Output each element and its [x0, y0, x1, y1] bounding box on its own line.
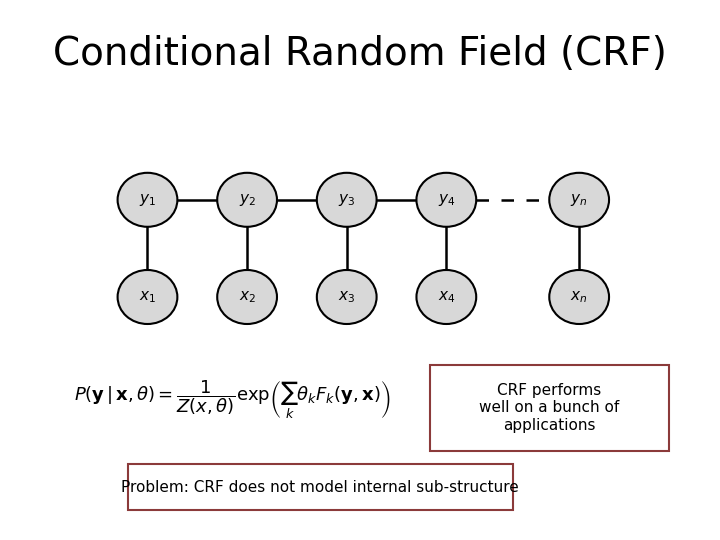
Ellipse shape	[217, 270, 277, 324]
Text: $y_{3}$: $y_{3}$	[338, 192, 356, 208]
Ellipse shape	[549, 270, 609, 324]
Text: $x_{n}$: $x_{n}$	[570, 289, 588, 305]
Text: Conditional Random Field (CRF): Conditional Random Field (CRF)	[53, 35, 667, 73]
FancyBboxPatch shape	[127, 464, 513, 510]
Text: $x_{2}$: $x_{2}$	[238, 289, 256, 305]
Text: $y_{4}$: $y_{4}$	[438, 192, 455, 208]
Ellipse shape	[549, 173, 609, 227]
Text: Problem: CRF does not model internal sub-structure: Problem: CRF does not model internal sub…	[121, 480, 519, 495]
Ellipse shape	[317, 173, 377, 227]
Ellipse shape	[416, 173, 476, 227]
Text: $y_{1}$: $y_{1}$	[139, 192, 156, 208]
Text: $P(\mathbf{y}\,|\,\mathbf{x},\theta) = \dfrac{1}{Z(x,\theta)} \exp\!\left(\sum_k: $P(\mathbf{y}\,|\,\mathbf{x},\theta) = \…	[74, 378, 391, 421]
Ellipse shape	[317, 270, 377, 324]
Ellipse shape	[217, 173, 277, 227]
Ellipse shape	[416, 270, 476, 324]
Text: $y_{n}$: $y_{n}$	[570, 192, 588, 208]
Text: $y_{2}$: $y_{2}$	[238, 192, 256, 208]
Ellipse shape	[117, 270, 177, 324]
Text: CRF performs
well on a bunch of
applications: CRF performs well on a bunch of applicat…	[479, 383, 619, 433]
Text: $x_{1}$: $x_{1}$	[139, 289, 156, 305]
Text: $x_{3}$: $x_{3}$	[338, 289, 356, 305]
FancyBboxPatch shape	[430, 364, 669, 451]
Ellipse shape	[117, 173, 177, 227]
Text: $x_{4}$: $x_{4}$	[438, 289, 455, 305]
